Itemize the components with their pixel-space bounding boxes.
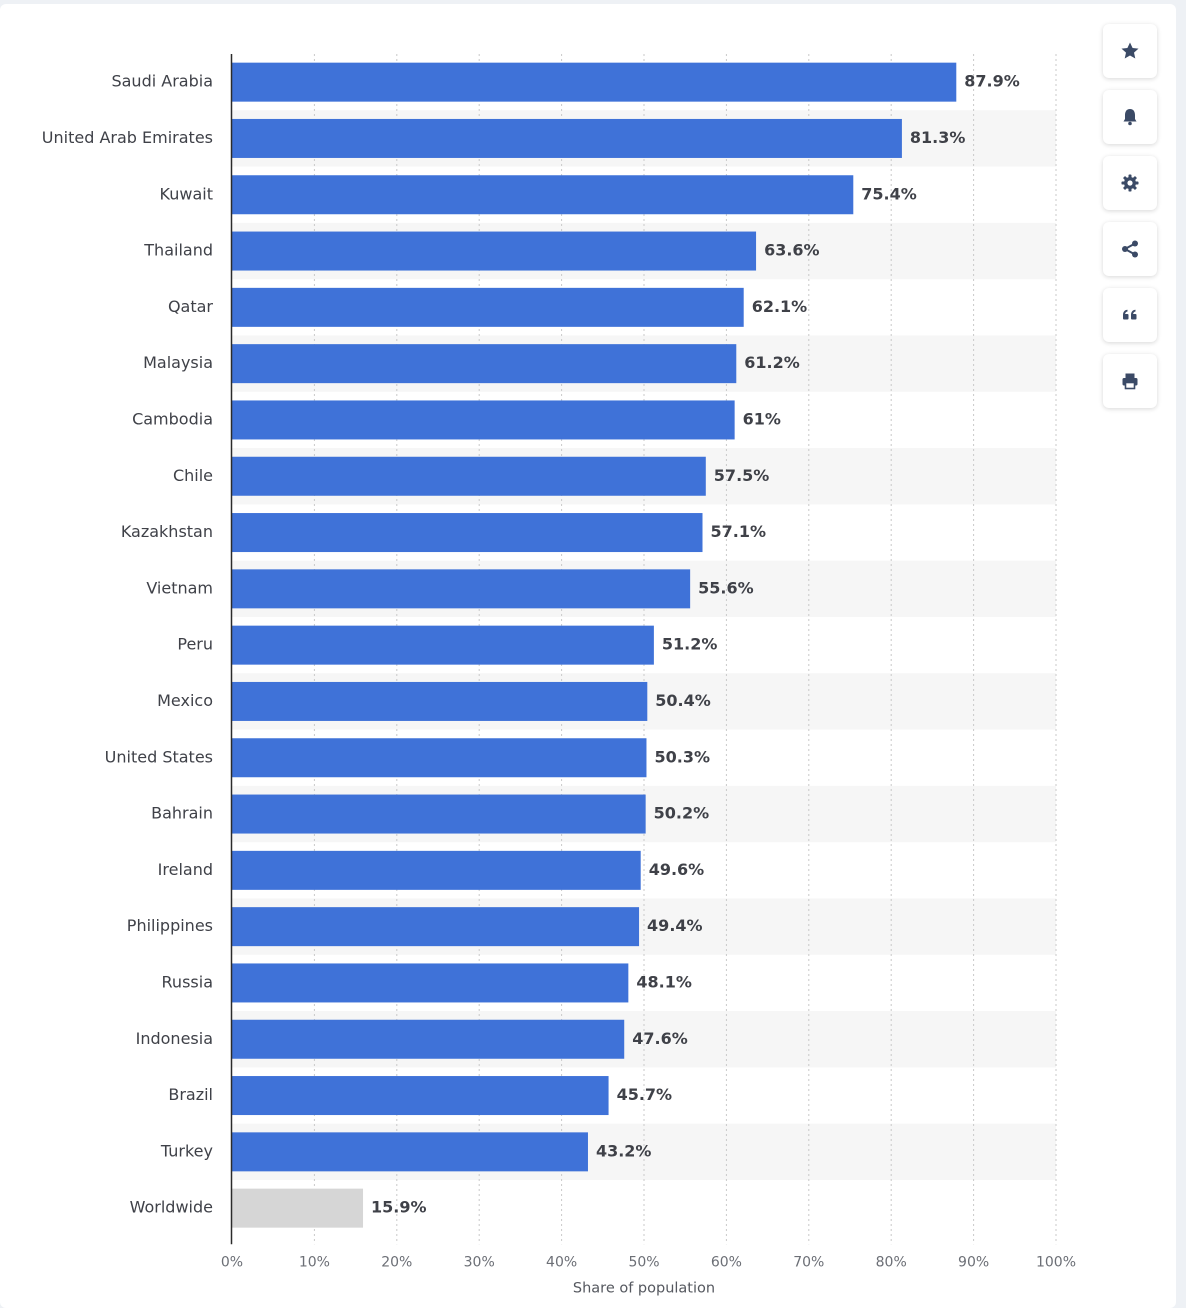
value-label: 61.2% [744, 353, 800, 372]
x-tick-label: 50% [628, 1254, 659, 1270]
settings-button[interactable] [1103, 156, 1157, 210]
share-icon [1122, 240, 1138, 258]
category-label: Saudi Arabia [111, 72, 213, 91]
bar [232, 513, 703, 553]
x-tick-label: 30% [464, 1254, 495, 1270]
x-tick-label: 20% [381, 1254, 412, 1270]
x-axis-title: Share of population [573, 1280, 715, 1296]
bar [232, 118, 902, 158]
bar [232, 1019, 625, 1059]
category-label: United States [105, 747, 213, 766]
category-label: Thailand [143, 241, 213, 260]
value-label: 57.5% [714, 466, 770, 485]
category-label: Brazil [168, 1085, 213, 1104]
print-button[interactable] [1103, 354, 1157, 408]
bar-chart: Saudi Arabia 87.9% United Arab Emirates 81.… [42, 54, 1076, 1296]
category-label: Russia [162, 972, 213, 991]
x-tick-label: 10% [299, 1254, 330, 1270]
value-label: 62.1% [752, 297, 808, 316]
bar [232, 794, 646, 834]
cite-button[interactable] [1103, 288, 1157, 342]
value-label: 55.6% [698, 578, 754, 597]
value-label: 49.4% [647, 916, 703, 935]
gear-icon [1121, 174, 1139, 192]
quote-icon [1123, 309, 1137, 320]
value-label: 50.4% [655, 691, 711, 710]
value-label: 15.9% [371, 1198, 427, 1217]
category-label: Malaysia [143, 353, 213, 372]
bar [232, 738, 647, 778]
bar [232, 400, 735, 440]
bar [232, 907, 640, 947]
x-tick-label: 80% [876, 1254, 907, 1270]
value-label: 47.6% [632, 1029, 688, 1048]
category-label: Vietnam [146, 578, 213, 597]
x-tick-label: 60% [711, 1254, 742, 1270]
value-label: 50.2% [654, 804, 710, 823]
bar [232, 963, 629, 1003]
category-label: Worldwide [130, 1198, 213, 1217]
category-label: Peru [177, 635, 213, 654]
bar [232, 850, 641, 890]
chart-toolbar [1103, 24, 1159, 420]
value-label: 48.1% [636, 972, 692, 991]
bar [232, 62, 957, 102]
category-label: Philippines [127, 916, 213, 935]
value-label: 61% [743, 409, 781, 428]
favorite-button[interactable] [1103, 24, 1157, 78]
value-label: 57.1% [711, 522, 767, 541]
category-label: Kazakhstan [121, 522, 213, 541]
value-label: 87.9% [964, 72, 1020, 91]
bar [232, 456, 706, 496]
share-button[interactable] [1103, 222, 1157, 276]
value-label: 45.7% [617, 1085, 673, 1104]
chart-card: Saudi Arabia 87.9% United Arab Emirates 81.… [0, 4, 1176, 1308]
bar [232, 231, 757, 271]
bar [232, 1188, 364, 1228]
notification-button[interactable] [1103, 90, 1157, 144]
bar [232, 1076, 609, 1116]
category-label: Qatar [168, 297, 213, 316]
bar [232, 287, 744, 327]
x-tick-label: 90% [958, 1254, 989, 1270]
printer-icon [1122, 373, 1138, 390]
value-label: 81.3% [910, 128, 966, 147]
x-tick-label: 100% [1036, 1254, 1076, 1270]
value-label: 49.6% [649, 860, 705, 879]
value-label: 75.4% [861, 184, 917, 203]
category-label: Ireland [158, 860, 213, 879]
bar [232, 175, 854, 215]
value-label: 51.2% [662, 635, 718, 654]
category-label: Cambodia [132, 409, 213, 428]
value-label: 50.3% [654, 747, 710, 766]
x-tick-label: 40% [546, 1254, 577, 1270]
value-label: 63.6% [764, 241, 820, 260]
category-label: Kuwait [160, 184, 213, 203]
category-label: United Arab Emirates [42, 128, 213, 147]
bar [232, 344, 737, 384]
x-tick-label: 70% [793, 1254, 824, 1270]
bell-icon [1123, 109, 1137, 126]
category-label: Chile [173, 466, 213, 485]
category-label: Bahrain [151, 804, 213, 823]
bar [232, 681, 648, 721]
x-tick-label: 0% [221, 1254, 243, 1270]
category-label: Mexico [157, 691, 213, 710]
category-label: Indonesia [136, 1029, 213, 1048]
value-label: 43.2% [596, 1141, 652, 1160]
star-icon [1121, 42, 1139, 59]
bar [232, 1132, 588, 1172]
bar [232, 569, 691, 609]
bar [232, 625, 654, 665]
category-label: Turkey [160, 1141, 213, 1160]
